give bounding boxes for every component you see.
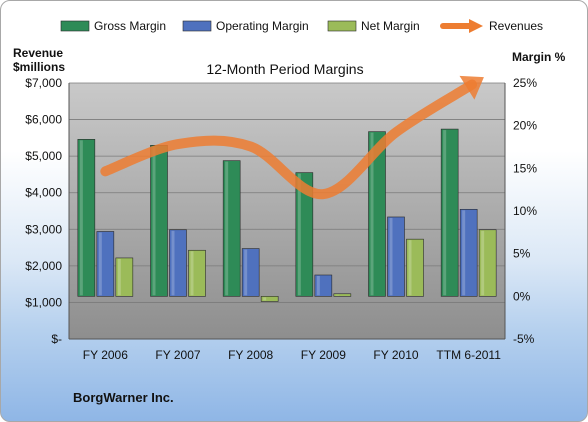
category-label: FY 2010	[373, 348, 418, 362]
right-tick-label: 25%	[513, 76, 537, 90]
bar-highlight	[389, 217, 393, 296]
right-tick-label: 10%	[513, 204, 537, 218]
net-margin-bar	[188, 249, 206, 297]
bar-highlight	[481, 230, 485, 296]
category-label: TTM 6-2011	[436, 348, 501, 362]
bar-highlight	[443, 130, 447, 296]
bar-highlight	[79, 140, 83, 296]
bar-highlight	[297, 173, 301, 296]
left-tick-label: $4,000	[25, 186, 62, 200]
legend-label: Gross Margin	[94, 19, 166, 33]
left-tick-label: $2,000	[25, 259, 62, 273]
category-label: FY 2008	[228, 348, 273, 362]
net-margin-bar	[406, 238, 424, 297]
net-margin-bar	[333, 293, 352, 297]
revenues-arrowhead	[459, 75, 484, 100]
right-tick-label: -5%	[513, 332, 535, 346]
bar-highlight	[152, 146, 156, 296]
legend-swatch-net-margin	[327, 20, 357, 32]
operating-margin-bar	[96, 231, 115, 297]
bar-highlight	[462, 210, 466, 296]
operating-margin-bar	[169, 229, 187, 297]
right-tick-label: 15%	[513, 161, 537, 175]
operating-margin-bar	[459, 208, 478, 297]
bar-highlight	[190, 251, 194, 296]
left-tick-label: $-	[51, 332, 62, 346]
category-label: FY 2006	[83, 348, 128, 362]
company-name: BorgWarner Inc.	[73, 390, 174, 405]
chart-title: 12-Month Period Margins	[206, 61, 363, 77]
right-tick-label: 0%	[513, 289, 531, 303]
category-label: FY 2009	[301, 348, 346, 362]
legend-label: Net Margin	[361, 19, 420, 33]
operating-margin-bar	[241, 248, 260, 297]
plot-area	[69, 83, 505, 339]
net-margin-bar	[260, 296, 279, 302]
left-tick-label: $3,000	[25, 222, 62, 236]
net-margin-bar	[115, 257, 134, 297]
bar-highlight	[408, 240, 412, 296]
legend-swatch-operating-margin	[182, 20, 212, 32]
gross-margin-bar	[440, 128, 459, 297]
gross-margin-bar	[77, 139, 96, 297]
legend-label: Operating Margin	[216, 19, 309, 33]
legend-swatch-gross-margin	[60, 20, 90, 32]
gross-margin-bar	[222, 160, 241, 297]
bar-highlight	[225, 161, 229, 296]
gross-margin-bar	[295, 172, 314, 297]
right-tick-label: 20%	[513, 119, 537, 133]
bar-highlight	[171, 230, 175, 296]
left-tick-label: $6,000	[25, 113, 62, 127]
operating-margin-bar	[314, 274, 333, 297]
operating-margin-bar	[387, 216, 405, 297]
bar-highlight	[263, 297, 267, 301]
right-axis-label: Margin %	[512, 50, 566, 64]
left-tick-label: $5,000	[25, 149, 62, 163]
legend: Gross Margin Operating Margin Net Margin Re…	[60, 19, 543, 33]
bar-highlight	[244, 249, 248, 296]
left-tick-label: $7,000	[25, 76, 62, 90]
left-axis-label-line2: $millions	[13, 60, 65, 74]
legend-label: Revenues	[489, 19, 543, 33]
bar-highlight	[335, 294, 339, 296]
bar-highlight	[370, 132, 374, 296]
left-tick-label: $1,000	[25, 295, 62, 309]
category-label: FY 2007	[155, 348, 200, 362]
right-tick-label: 5%	[513, 247, 531, 261]
legend-arrow-revenues	[469, 19, 483, 33]
bar-highlight	[316, 276, 320, 296]
revenues-line	[100, 79, 478, 200]
net-margin-bar	[478, 229, 497, 297]
left-axis-label-line1: Revenue	[13, 46, 63, 60]
bar-highlight	[98, 232, 102, 296]
gross-margin-bar	[368, 131, 386, 297]
bar-highlight	[117, 258, 121, 296]
